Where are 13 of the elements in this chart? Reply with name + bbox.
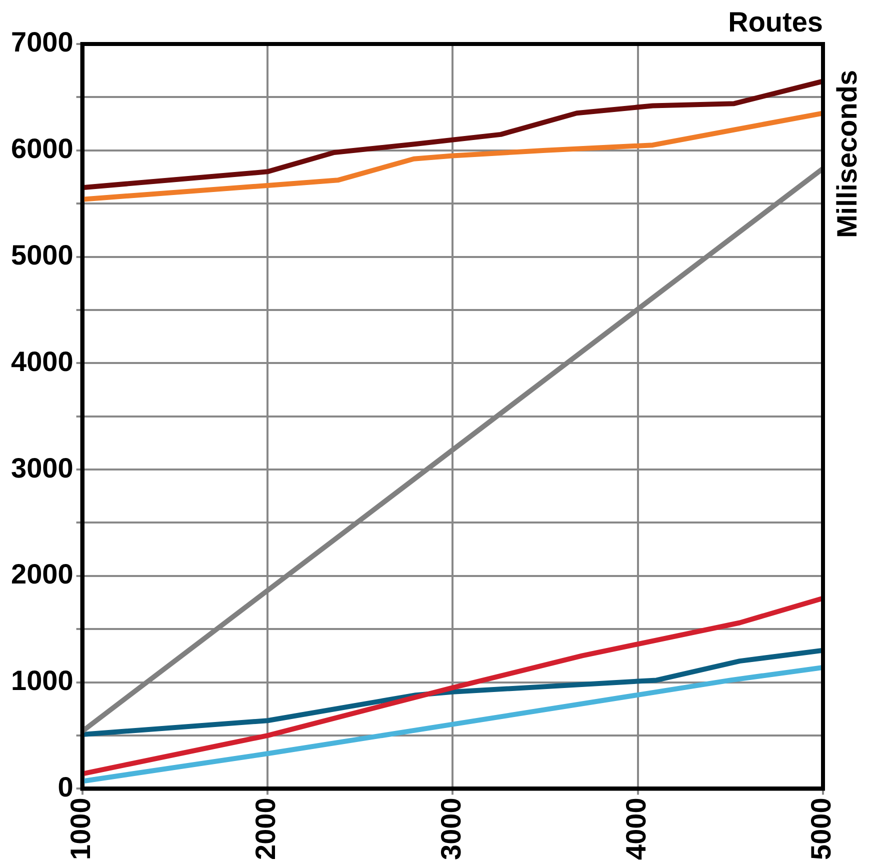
x-axis-title: Routes	[728, 6, 823, 38]
y-tick-label: 6000	[10, 133, 74, 164]
y-tick-label: 3000	[10, 452, 74, 484]
y-tick-label: 7000	[10, 26, 74, 58]
x-tick-label: 5000	[806, 798, 837, 860]
x-tick-label: 3000	[435, 798, 466, 860]
x-tick-label: 4000	[620, 798, 652, 860]
y-axis-title: Milliseconds	[832, 70, 863, 238]
y-tick-label: 5000	[10, 239, 74, 270]
y-tick-label: 4000	[10, 346, 74, 377]
x-tick-label: 2000	[250, 798, 282, 860]
y-tick-label: 1000	[10, 665, 74, 696]
y-tick-label: 2000	[10, 558, 74, 590]
